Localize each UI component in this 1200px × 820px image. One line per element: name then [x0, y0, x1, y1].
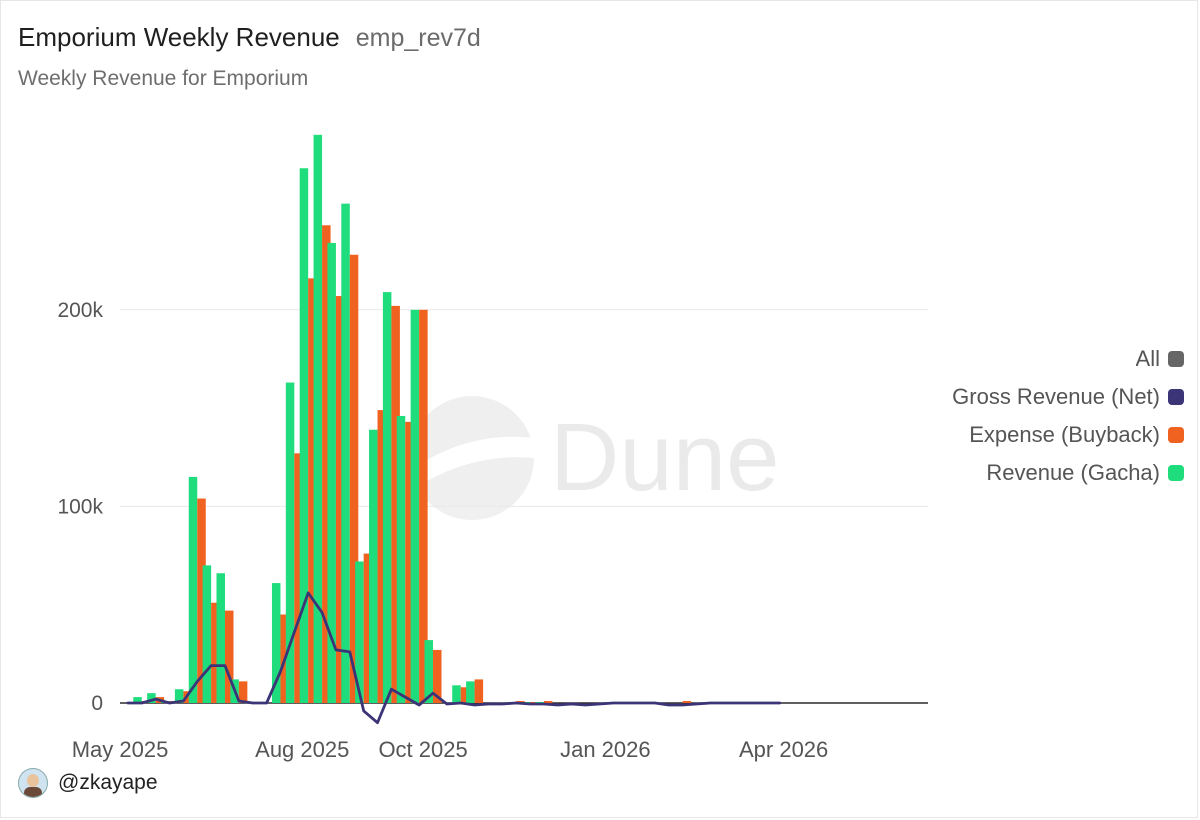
- bar-revenue[interactable]: [271, 583, 281, 703]
- avatar: [18, 768, 48, 798]
- watermark-text: Dune: [550, 404, 780, 511]
- bar-expense[interactable]: [474, 679, 484, 703]
- bar-revenue[interactable]: [355, 561, 364, 703]
- author-handle[interactable]: @zkayape: [58, 771, 158, 794]
- chart-header: Emporium Weekly Revenue emp_rev7d: [18, 22, 481, 53]
- bar-revenue[interactable]: [174, 689, 184, 703]
- bar-expense[interactable]: [460, 687, 470, 703]
- legend-label: Gross Revenue (Net): [952, 384, 1160, 409]
- line-gross-revenue[interactable]: [126, 591, 782, 725]
- bar-revenue[interactable]: [216, 573, 225, 703]
- bar-expense[interactable]: [405, 421, 414, 703]
- bar-revenue[interactable]: [341, 203, 350, 704]
- bar-revenue[interactable]: [410, 309, 420, 703]
- legend-item-expense[interactable]: Expense (Buyback): [884, 416, 1184, 454]
- legend-label: Expense (Buyback): [969, 422, 1160, 447]
- legend-swatch: [1168, 389, 1184, 405]
- bar-revenue[interactable]: [299, 168, 309, 704]
- bar-revenue[interactable]: [369, 429, 378, 703]
- legend-label: All: [1135, 346, 1160, 371]
- author-credit: @zkayape: [18, 768, 158, 798]
- legend-item-revenue[interactable]: Revenue (Gacha): [884, 454, 1184, 492]
- bar-expense[interactable]: [308, 278, 317, 703]
- bar-expense[interactable]: [530, 702, 539, 703]
- bar-revenue[interactable]: [535, 702, 544, 703]
- bar-expense[interactable]: [294, 453, 303, 703]
- bar-expense[interactable]: [322, 225, 331, 703]
- bar-revenue[interactable]: [147, 693, 156, 703]
- bar-expense[interactable]: [543, 701, 553, 703]
- bar-revenue[interactable]: [327, 242, 336, 703]
- bar-revenue[interactable]: [382, 292, 392, 703]
- bar-expense[interactable]: [211, 602, 220, 703]
- bar-expense[interactable]: [419, 309, 428, 703]
- bar-expense[interactable]: [377, 410, 387, 703]
- bar-expense[interactable]: [238, 681, 248, 703]
- x-tick-label: Apr 2026: [739, 737, 828, 762]
- bar-expense[interactable]: [349, 254, 359, 703]
- y-tick-label: 0: [91, 692, 103, 715]
- bar-revenue[interactable]: [466, 681, 475, 703]
- bar-revenue[interactable]: [313, 134, 323, 704]
- chart-subtitle: Weekly Revenue for Emporium: [18, 67, 309, 90]
- legend-label: Revenue (Gacha): [986, 460, 1160, 485]
- bar-expense[interactable]: [391, 305, 400, 703]
- bar-revenue[interactable]: [452, 685, 461, 703]
- x-tick-label: Oct 2025: [378, 737, 467, 762]
- y-tick-label: 200k: [57, 299, 103, 322]
- bar-series: [133, 134, 692, 704]
- dune-watermark: Dune: [410, 396, 780, 520]
- bar-revenue[interactable]: [188, 476, 198, 703]
- bar-revenue[interactable]: [133, 697, 142, 703]
- chart-title: Emporium Weekly Revenue: [18, 22, 340, 52]
- legend-item-gross-revenue[interactable]: Gross Revenue (Net): [884, 378, 1184, 416]
- query-id[interactable]: emp_rev7d: [355, 24, 481, 52]
- bar-expense[interactable]: [335, 296, 345, 703]
- legend-swatch: [1168, 427, 1184, 443]
- legend-swatch: [1168, 465, 1184, 481]
- bar-expense[interactable]: [197, 498, 206, 703]
- bar-revenue[interactable]: [424, 640, 433, 703]
- bar-revenue[interactable]: [202, 565, 212, 703]
- y-tick-label: 100k: [57, 495, 103, 518]
- x-tick-label: Aug 2025: [255, 737, 349, 762]
- bar-revenue[interactable]: [285, 382, 295, 703]
- x-tick-label: May 2025: [72, 737, 169, 762]
- bar-expense[interactable]: [363, 553, 373, 703]
- bar-expense[interactable]: [682, 701, 692, 703]
- bar-expense[interactable]: [224, 610, 234, 703]
- x-tick-label: Jan 2026: [560, 737, 651, 762]
- legend-swatch: [1168, 351, 1184, 367]
- bar-expense[interactable]: [432, 649, 442, 703]
- legend-item-all[interactable]: All: [884, 340, 1184, 378]
- legend: All Gross Revenue (Net) Expense (Buyback…: [884, 340, 1184, 492]
- bar-revenue[interactable]: [396, 415, 406, 703]
